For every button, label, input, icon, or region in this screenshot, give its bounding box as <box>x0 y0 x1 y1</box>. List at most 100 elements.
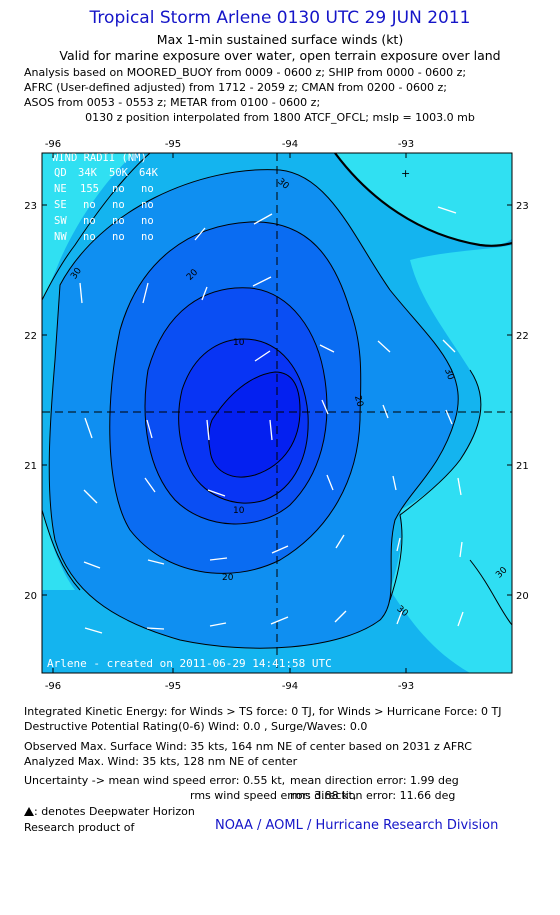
wind-arrow <box>442 339 456 353</box>
center-marker: + <box>401 167 410 180</box>
wind-arrow <box>319 344 335 353</box>
lat-label-left: 22 <box>24 331 37 342</box>
wind-arrow <box>253 213 273 225</box>
lat-label-right: 20 <box>516 591 529 602</box>
analyzed-max-line: Analyzed Max. Wind: 35 kts, 128 nm NE of… <box>24 755 298 768</box>
wind-arrow <box>194 227 206 241</box>
uncertainty-mean-direction: mean direction error: 1.99 deg <box>290 774 459 787</box>
wind-arrow <box>396 610 403 625</box>
subtitle-wind-type: Max 1-min sustained surface winds (kt) <box>156 32 404 47</box>
lat-label-right: 22 <box>516 331 529 342</box>
wind-arrow <box>321 399 329 415</box>
wind-arrow <box>201 286 208 301</box>
wind-radii-quadrant: SW <box>54 215 67 227</box>
wind-arrow <box>270 616 289 625</box>
wind-arrow <box>142 282 149 304</box>
analysis-line-3: ASOS from 0053 - 0553 z; METAR from 0100… <box>24 96 321 109</box>
lat-label-left: 20 <box>24 591 37 602</box>
lon-label-top: -93 <box>398 139 414 150</box>
wind-arrow <box>207 489 226 497</box>
wind-arrow <box>146 627 165 630</box>
contour-label: 30 <box>442 367 455 381</box>
wind-radii-value: 155 <box>80 183 99 195</box>
wind-arrow <box>392 475 397 491</box>
wind-arrow <box>457 611 464 627</box>
wind-arrow <box>83 489 98 504</box>
contour-label: 20 <box>222 573 234 583</box>
wind-arrow <box>445 409 453 425</box>
observed-max-line: Observed Max. Surface Wind: 35 kts, 164 … <box>24 740 472 753</box>
wind-arrow <box>457 477 462 496</box>
lat-label-left: 23 <box>24 201 37 212</box>
wind-arrow <box>459 541 463 558</box>
map-frame <box>41 152 513 674</box>
wind-arrow <box>84 627 103 634</box>
deepwater-note-text: : denotes Deepwater Horizon <box>34 805 195 818</box>
wind-radii-header-50k: 50K <box>109 167 129 179</box>
lon-label-top: -94 <box>282 139 298 150</box>
wind-arrow <box>382 404 389 419</box>
wind-arrow <box>84 417 93 439</box>
wind-radii-value: no <box>112 231 125 243</box>
wind-radii-value: no <box>141 215 154 227</box>
wind-arrow <box>396 537 401 552</box>
wind-radii-value: no <box>141 183 154 195</box>
wind-arrow <box>326 474 334 491</box>
wind-arrow <box>335 534 345 549</box>
wind-radii-value: no <box>112 183 125 195</box>
map-title: Tropical Storm Arlene 0130 UTC 29 JUN 20… <box>89 8 471 28</box>
wind-arrow <box>79 282 83 304</box>
dpr-line: Destructive Potential Rating(0-6) Wind: … <box>24 720 368 733</box>
subtitle-exposure: Valid for marine exposure over water, op… <box>59 48 501 63</box>
wind-arrow <box>252 276 272 287</box>
lon-label-top: -95 <box>165 139 181 150</box>
wind-arrow <box>271 545 289 554</box>
uncertainty-mean-speed: Uncertainty -> mean wind speed error: 0.… <box>24 774 286 787</box>
lat-label-right: 23 <box>516 201 529 212</box>
wind-arrow <box>206 419 210 441</box>
lon-label-bottom: -95 <box>165 681 181 692</box>
wind-arrow <box>269 419 273 441</box>
wind-field: 30 30 30 30 30 20 20 20 10 10 + WIND RAD… <box>42 152 512 673</box>
org-link[interactable]: NOAA / AOML / Hurricane Research Divisio… <box>215 818 499 833</box>
wind-radii-header-64k: 64K <box>139 167 159 179</box>
wind-arrow <box>209 622 227 627</box>
lon-label-bottom: -93 <box>398 681 414 692</box>
wind-radii-value: no <box>83 199 96 211</box>
uncertainty-rms-speed: rms wind speed error: 3.88 kt, <box>190 789 357 802</box>
position-note: 0130 z position interpolated from 1800 A… <box>85 111 475 124</box>
wind-radii-value: no <box>83 231 96 243</box>
wind-radii-quadrant: SE <box>54 199 67 211</box>
wind-radii-quadrant: NW <box>54 231 67 243</box>
wind-radii-value: no <box>141 231 154 243</box>
wind-radii-value: no <box>112 215 125 227</box>
lon-label-bottom: -96 <box>45 681 61 692</box>
analysis-line-2: AFRC (User-defined adjusted) from 1712 -… <box>24 81 447 94</box>
wind-arrow <box>144 477 156 493</box>
contour-label: 10 <box>233 338 245 348</box>
lon-label-bottom: -94 <box>282 681 298 692</box>
wind-arrow <box>83 561 101 569</box>
axis-ticks <box>42 153 512 673</box>
wind-radii-header-34k: 34K <box>78 167 98 179</box>
wind-arrow <box>437 206 457 214</box>
wind-radii-value: no <box>112 199 125 211</box>
deepwater-horizon-icon <box>24 807 34 816</box>
wind-arrow <box>377 340 391 353</box>
wind-arrow <box>334 610 347 623</box>
wind-radii-value: no <box>141 199 154 211</box>
contour-label: 10 <box>233 506 245 516</box>
deepwater-note: : denotes Deepwater Horizon <box>24 805 195 818</box>
wind-radii-value: no <box>83 215 96 227</box>
wind-radii-header-qd: QD <box>54 167 67 179</box>
wind-map: 30 30 30 30 30 20 20 20 10 10 + WIND RAD… <box>24 139 529 692</box>
wind-radii-title: WIND RADII (NM) <box>52 152 147 164</box>
wind-arrows <box>79 206 464 634</box>
ike-line: Integrated Kinetic Energy: for Winds > T… <box>24 705 502 718</box>
lon-label-top: -96 <box>45 139 61 150</box>
lat-label-left: 21 <box>24 461 37 472</box>
wind-arrow <box>209 557 228 561</box>
wind-radii-quadrant: NE <box>54 183 67 195</box>
created-label: Arlene - created on 2011-06-29 14:41:58 … <box>47 657 332 670</box>
wind-arrow <box>146 419 153 439</box>
